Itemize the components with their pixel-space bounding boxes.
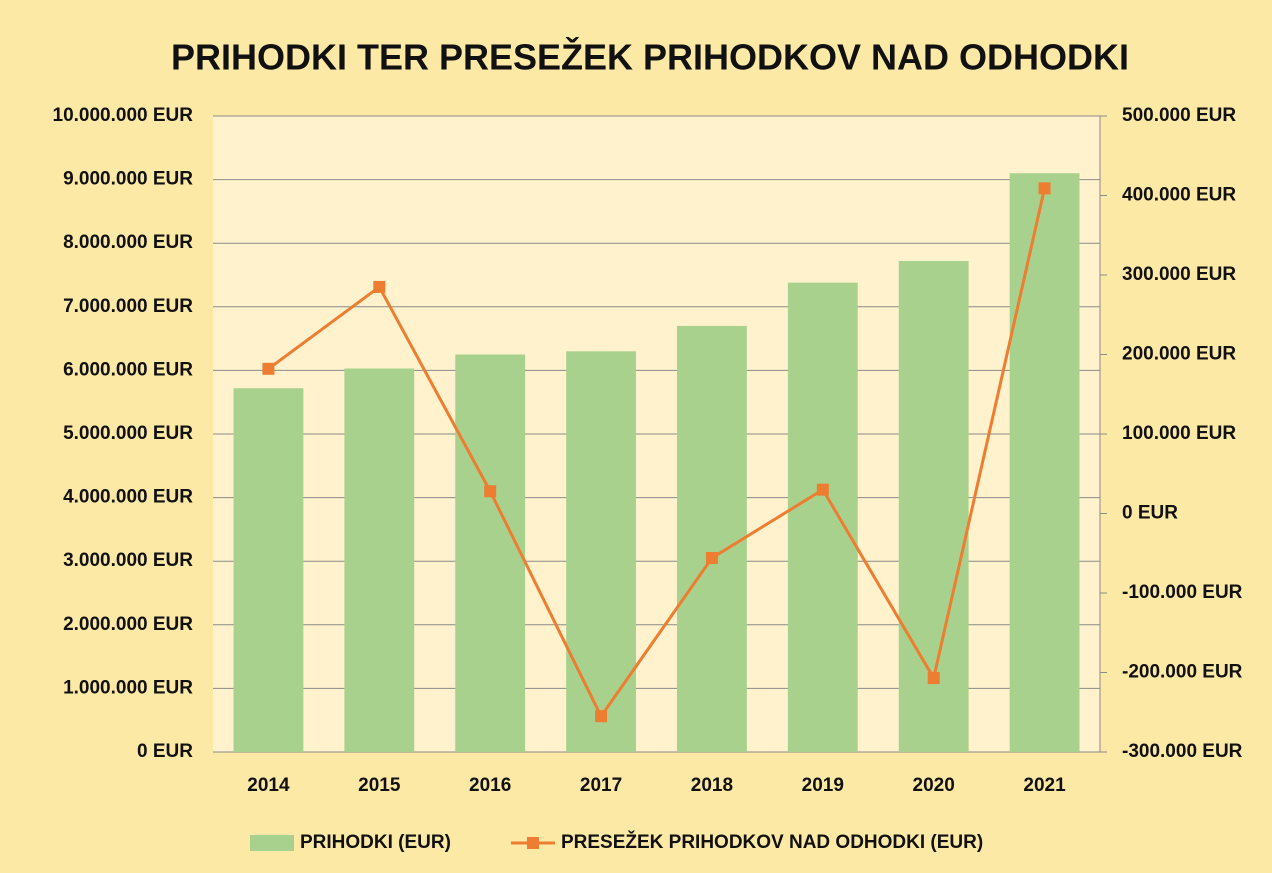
legend-label: PRESEŽEK PRIHODKOV NAD ODHODKI (EUR) <box>561 831 983 853</box>
y2-tick-label: -200.000 EUR <box>1122 662 1243 683</box>
x-tick-label: 2020 <box>913 775 955 796</box>
line <box>267 188 1047 720</box>
x-tick-label: 2019 <box>802 775 844 796</box>
bar <box>1009 173 1080 753</box>
y-tick-label: 8.000.000 EUR <box>63 232 193 253</box>
line-marker <box>373 280 386 293</box>
y2-tick-label: 300.000 EUR <box>1122 264 1236 285</box>
y-tick-label: 3.000.000 EUR <box>63 550 193 571</box>
y-tick-label: 2.000.000 EUR <box>63 614 193 635</box>
x-tick-label: 2014 <box>247 775 290 796</box>
bar <box>787 282 858 752</box>
legend-swatch <box>250 835 294 851</box>
legend-marker <box>526 837 539 849</box>
line-marker <box>595 710 608 723</box>
line-marker <box>262 362 275 375</box>
y-tick-label: 0 EUR <box>137 741 193 762</box>
y2-tick-label: 0 EUR <box>1122 503 1178 524</box>
y2-tick-label: 100.000 EUR <box>1122 423 1236 444</box>
line-marker <box>927 672 940 685</box>
bar <box>677 325 747 752</box>
x-tick-label: 2018 <box>691 775 733 796</box>
bar <box>233 388 304 752</box>
y2-tick-label: 500.000 EUR <box>1122 105 1236 126</box>
bar <box>344 368 415 752</box>
line-marker <box>705 552 718 565</box>
bar <box>566 351 636 752</box>
x-tick-label: 2021 <box>1023 775 1066 796</box>
y-tick-label: 6.000.000 EUR <box>63 359 193 380</box>
y-tick-label: 9.000.000 EUR <box>63 169 193 190</box>
y2-tick-label: 200.000 EUR <box>1122 344 1236 365</box>
y2-tick-label: -300.000 EUR <box>1122 741 1243 762</box>
y-tick-label: 7.000.000 EUR <box>63 296 193 317</box>
chart-title: PRIHODKI TER PRESEŽEK PRIHODKOV NAD ODHO… <box>171 36 1129 78</box>
y-tick-label: 5.000.000 EUR <box>63 423 193 444</box>
line-marker <box>484 485 497 498</box>
line-marker <box>816 483 829 496</box>
x-tick-label: 2015 <box>358 775 401 796</box>
y2-tick-label: -100.000 EUR <box>1122 582 1243 603</box>
y-tick-label: 4.000.000 EUR <box>63 487 193 508</box>
x-tick-label: 2016 <box>469 775 511 796</box>
x-tick-label: 2017 <box>580 775 622 796</box>
legend-label: PRIHODKI (EUR) <box>300 832 451 853</box>
line-marker <box>1038 182 1051 195</box>
bar <box>455 354 526 752</box>
y2-tick-label: 400.000 EUR <box>1122 185 1236 206</box>
bar <box>898 261 969 752</box>
y-tick-label: 10.000.000 EUR <box>53 105 194 126</box>
y-tick-label: 1.000.000 EUR <box>63 677 193 698</box>
